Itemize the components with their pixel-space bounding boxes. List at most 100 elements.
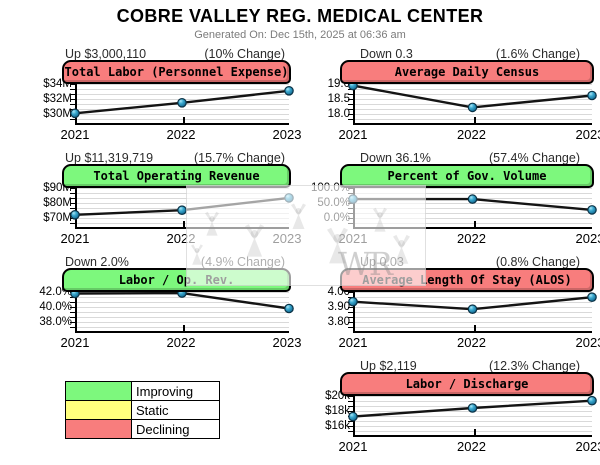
chart-title: Labor / Op. Rev. (118, 273, 235, 287)
legend-label-improving: Improving (131, 381, 220, 401)
stat-row: Down 36.1% (57.4% Change) (308, 151, 592, 165)
data-point (348, 194, 358, 204)
y-tick-label: $30M (43, 108, 72, 120)
chart-area: Average Daily Census 19.0 18.5 18.0 (308, 60, 600, 125)
chart-area: Labor / Op. Rev. 42.0% 40.0% 38.0% (30, 268, 300, 333)
line-series (348, 292, 597, 314)
x-tick-label: 2023 (272, 231, 302, 246)
x-axis-labels: 2021 2022 2023 (339, 127, 600, 142)
y-tick-label: 0.0% (323, 212, 350, 224)
legend-row-static: Static (65, 400, 220, 420)
chart-labor-discharge: Up $2,119 (12.3% Change) Labor / Dischar… (300, 357, 600, 461)
chart-title: Average Length Of Stay (ALOS) (362, 273, 572, 287)
data-point (467, 304, 478, 314)
chart-title-box: Labor / Op. Rev. (62, 268, 291, 292)
chart-title-box: Total Operating Revenue (62, 164, 291, 188)
plot-area: Average Daily Census 19.0 18.5 18.0 (328, 60, 597, 125)
y-axis-ticks (70, 79, 75, 123)
chart-area: Total Labor (Personnel Expense) $34M $32… (30, 60, 300, 125)
x-axis-center-tick (473, 221, 476, 227)
plot-area: Average Length Of Stay (ALOS) 4.00 3.90 … (328, 268, 597, 333)
x-axis-labels: 2021 2022 2023 (339, 439, 600, 454)
x-tick-label: 2021 (338, 335, 368, 350)
y-tick-label: 38.0% (39, 316, 72, 328)
legend-table: Improving Static Declining (65, 381, 220, 439)
stat-delta: Down 36.1% (360, 151, 431, 165)
chart-title: Total Labor (Personnel Expense) (64, 65, 289, 79)
data-point (70, 108, 80, 119)
y-tick-label: 3.80 (327, 315, 350, 328)
data-point (177, 205, 187, 215)
x-tick-label: 2023 (272, 335, 302, 350)
x-axis-center-tick (183, 117, 185, 123)
generated-on-text: Generated On: Dec 15th, 2025 at 06:36 am (194, 29, 406, 41)
x-axis-center-tick (473, 429, 476, 435)
y-tick-label: $16k (325, 420, 350, 432)
data-point (348, 296, 358, 307)
y-tick-label: 3.90 (327, 300, 350, 313)
y-tick-label: 40.0% (39, 301, 72, 313)
chart-title-box: Percent of Gov. Volume (340, 164, 594, 188)
y-tick-label: $18k (325, 405, 350, 417)
stat-change: (4.9% Change) (200, 255, 285, 269)
x-axis-labels: 2021 2022 2023 (61, 231, 302, 246)
x-axis-labels: 2021 2022 2023 (339, 335, 600, 350)
chart-title-box: Average Daily Census (340, 60, 594, 84)
y-axis-ticks (348, 287, 353, 331)
legend-swatch-static (65, 400, 132, 420)
x-tick-label: 2022 (457, 127, 486, 142)
data-point (70, 209, 80, 220)
stat-change: (12.3% Change) (488, 359, 580, 373)
stat-delta: Up $2,119 (360, 359, 417, 373)
y-tick-label: $80M (43, 196, 72, 209)
stat-delta: Up $3,000,110 (65, 47, 147, 61)
chart-title-box: Total Labor (Personnel Expense) (62, 60, 291, 84)
stat-change: (1.6% Change) (495, 47, 580, 61)
page-title: COBRE VALLEY REG. MEDICAL CENTER (116, 6, 484, 26)
stat-change: (15.7% Change) (193, 151, 285, 165)
stat-change: (57.4% Change) (488, 151, 580, 165)
charts-grid: Up $3,000,110 (10% Change) Total Labor (… (0, 45, 600, 461)
stat-row: Down 2.0% (4.9% Change) (30, 255, 287, 269)
chart-area: Average Length Of Stay (ALOS) 4.00 3.90 … (308, 268, 600, 333)
x-tick-label: 2022 (457, 335, 486, 350)
x-axis-center-tick (183, 325, 185, 331)
chart-total-labor: Up $3,000,110 (10% Change) Total Labor (… (0, 45, 302, 149)
data-point (587, 292, 597, 302)
x-tick-label: 2023 (575, 127, 600, 142)
x-tick-label: 2022 (457, 231, 486, 246)
stat-row: Up $11,319,719 (15.7% Change) (30, 151, 287, 165)
y-tick-label: 18.5 (327, 93, 350, 106)
data-point (587, 395, 597, 406)
x-tick-label: 2021 (338, 439, 368, 454)
x-tick-label: 2023 (575, 439, 600, 454)
x-axis-center-tick (473, 117, 476, 123)
x-tick-label: 2023 (575, 335, 600, 350)
stat-row: Down 0.3 (1.6% Change) (308, 47, 592, 61)
data-point (467, 194, 478, 204)
x-tick-label: 2022 (166, 231, 196, 246)
x-tick-label: 2023 (575, 231, 600, 246)
line-series (70, 288, 294, 314)
x-axis-center-tick (473, 325, 476, 331)
line-series (348, 80, 597, 113)
plot-area: Labor / Op. Rev. 42.0% 40.0% 38.0% (39, 268, 294, 333)
chart-title-box: Labor / Discharge (340, 372, 594, 396)
x-tick-label: 2023 (272, 127, 302, 142)
x-tick-label: 2022 (166, 335, 196, 350)
data-point (467, 403, 478, 413)
y-tick-label: 18.0 (327, 108, 350, 121)
stat-row: Up 0.03 (0.8% Change) (308, 255, 592, 269)
stat-row: Up $3,000,110 (10% Change) (30, 47, 287, 61)
chart-title: Average Daily Census (394, 65, 540, 79)
stat-change: (10% Change) (204, 47, 285, 61)
legend-label-static: Static (131, 400, 220, 420)
x-axis-labels: 2021 2022 2023 (61, 127, 302, 142)
plot-area: Percent of Gov. Volume 100.0% 50.0% 0.0% (311, 164, 597, 229)
legend-row-improving: Improving (65, 381, 220, 401)
x-axis-labels: 2021 2022 2023 (61, 335, 302, 350)
chart-labor-op-rev: Down 2.0% (4.9% Change) Labor / Op. Rev.… (0, 253, 302, 357)
data-point (587, 90, 597, 101)
plot-area: Total Operating Revenue $90M $80M $70M (43, 164, 294, 229)
x-tick-label: 2021 (338, 231, 368, 246)
